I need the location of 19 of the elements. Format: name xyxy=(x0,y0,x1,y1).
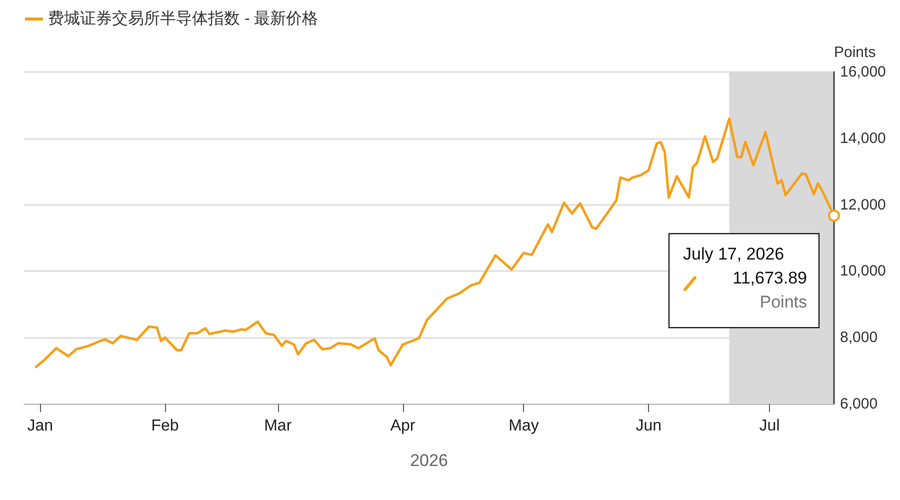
y-tick-label: 16,000 xyxy=(840,64,886,80)
y-tick-label: 14,000 xyxy=(840,130,886,147)
y-tick-label: 8,000 xyxy=(840,329,878,346)
y-tick-label: 10,000 xyxy=(840,262,886,280)
y-axis-title: Points xyxy=(834,44,876,61)
x-axis-title: 2026 xyxy=(410,451,448,470)
x-tick-label: Apr xyxy=(390,418,416,434)
y-tick-label: 12,000 xyxy=(840,196,886,214)
x-tick-label: Jan xyxy=(27,418,54,434)
x-tick-label: May xyxy=(508,418,539,434)
annotation: Points xyxy=(760,292,807,312)
annotation: 11,673.89 xyxy=(732,268,807,288)
annotation: July 17, 2026 xyxy=(683,244,784,264)
legend-label: 费城证券交易所半导体指数 - 最新价格 xyxy=(48,10,318,28)
x-tick-label: Feb xyxy=(151,418,179,434)
x-tick-label: Mar xyxy=(264,418,292,434)
x-tick-label: Jul xyxy=(759,418,780,434)
y-tick-label: 6,000 xyxy=(840,396,878,412)
x-tick-label: Jun xyxy=(636,418,662,434)
